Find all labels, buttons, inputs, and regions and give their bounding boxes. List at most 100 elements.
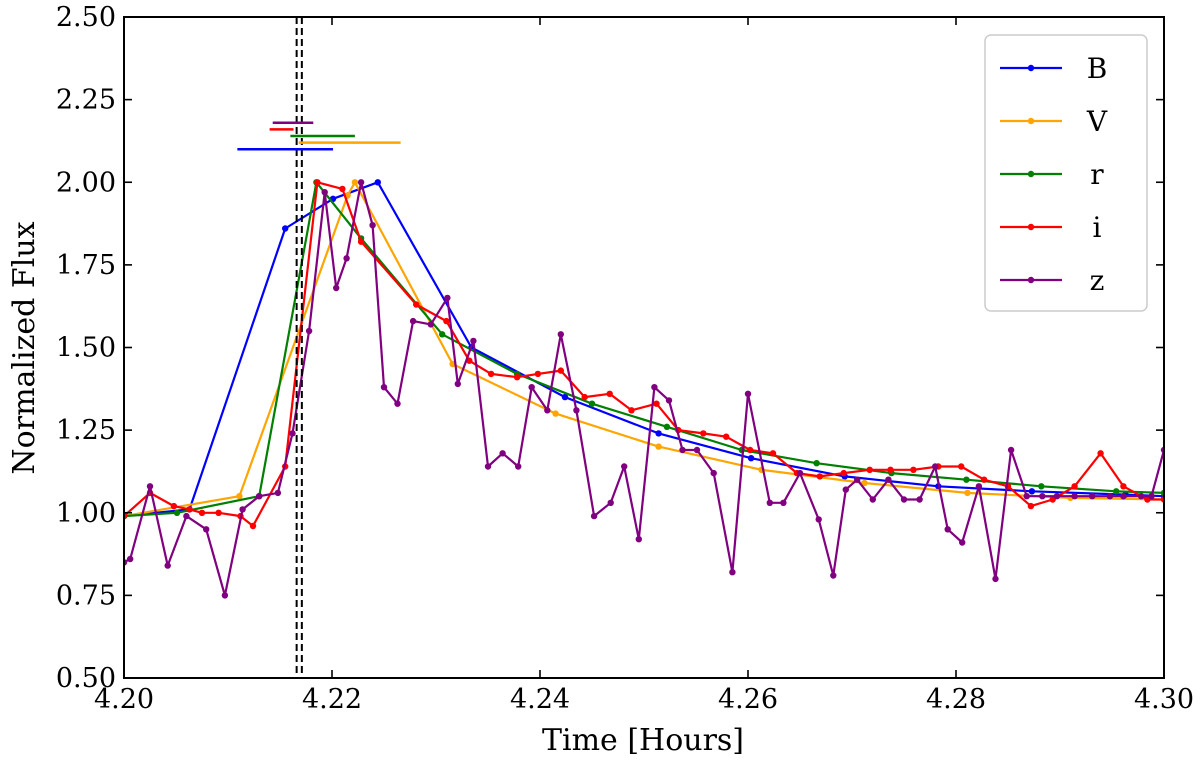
data-point-r — [1113, 488, 1120, 495]
data-point-i — [723, 433, 730, 440]
series-line-V — [124, 181, 1164, 518]
data-point-z — [1148, 493, 1155, 500]
x-tick-label: 4.30 — [1134, 684, 1194, 715]
data-point-V — [351, 179, 359, 186]
data-point-i — [958, 463, 965, 470]
legend-marker-V — [1027, 117, 1035, 125]
data-point-z — [796, 469, 804, 477]
data-point-z — [557, 331, 564, 338]
data-point-z — [590, 512, 598, 520]
data-point-z — [679, 446, 686, 454]
data-point-z — [729, 569, 736, 576]
data-point-z — [1106, 493, 1114, 500]
data-point-r — [963, 476, 970, 483]
data-point-z — [544, 407, 551, 414]
data-point-i — [1097, 450, 1104, 457]
data-point-r — [439, 331, 446, 338]
data-point-z — [1053, 493, 1061, 500]
data-point-i — [487, 370, 495, 378]
data-point-z — [830, 572, 837, 579]
data-point-z — [959, 539, 966, 546]
legend-label-r: r — [1090, 158, 1104, 191]
data-point-i — [1071, 483, 1078, 490]
y-tick-label: 0.50 — [56, 663, 116, 694]
data-point-z — [665, 397, 673, 404]
legend-label-V: V — [1086, 105, 1108, 138]
data-point-i — [840, 469, 847, 477]
data-point-z — [203, 526, 210, 533]
data-point-i — [443, 317, 450, 325]
data-point-V — [861, 479, 868, 487]
data-point-z — [289, 430, 296, 437]
data-point-z — [992, 575, 999, 583]
legend-marker-B — [1027, 64, 1035, 72]
data-point-i — [339, 185, 346, 193]
data-point-i — [816, 473, 823, 480]
data-point-r — [813, 460, 820, 467]
data-point-z — [573, 407, 580, 414]
data-point-i — [653, 400, 660, 407]
data-point-z — [343, 255, 350, 262]
data-point-V — [236, 493, 243, 500]
data-point-i — [314, 179, 321, 186]
data-point-z — [333, 284, 340, 292]
data-point-z — [710, 469, 717, 477]
plot-area — [124, 17, 1164, 678]
data-point-r — [663, 423, 671, 430]
data-point-B — [561, 393, 569, 401]
data-point-r — [588, 400, 596, 407]
y-tick-label: 1.75 — [56, 250, 116, 281]
data-point-z — [1089, 493, 1096, 500]
x-axis-label: Time [Hours] — [542, 723, 744, 758]
data-layer — [124, 17, 1164, 678]
x-tick-label: 4.28 — [926, 684, 986, 715]
data-point-B — [655, 430, 662, 437]
data-point-z — [854, 476, 861, 483]
data-point-z — [975, 483, 983, 490]
data-point-z — [528, 384, 535, 391]
data-point-z — [409, 317, 417, 325]
legend-label-z: z — [1090, 264, 1105, 297]
data-point-i — [769, 450, 777, 457]
data-point-z — [499, 450, 506, 457]
data-point-z — [221, 592, 229, 599]
data-point-i — [198, 509, 206, 516]
data-point-z — [357, 179, 365, 186]
data-point-z — [869, 496, 876, 503]
data-point-i — [513, 374, 521, 381]
data-point-i — [1027, 502, 1035, 510]
data-point-z — [885, 476, 892, 483]
y-tick-label: 1.50 — [56, 333, 116, 364]
data-point-z — [651, 384, 658, 391]
y-tick-label: 2.25 — [56, 85, 116, 116]
data-point-V — [655, 443, 662, 450]
data-point-z — [815, 516, 822, 523]
x-tick-label: 4.26 — [718, 684, 778, 715]
data-point-i — [606, 390, 613, 397]
data-point-i — [980, 476, 988, 483]
legend-label-B: B — [1087, 52, 1108, 85]
data-point-z — [744, 390, 752, 397]
data-point-i — [910, 466, 917, 473]
data-point-z — [321, 189, 328, 196]
data-point-i — [249, 522, 257, 530]
data-point-z — [1007, 446, 1015, 454]
data-point-z — [635, 536, 642, 543]
data-point-i — [866, 466, 873, 473]
legend-box — [984, 34, 1148, 312]
data-point-z — [305, 327, 313, 335]
series-line-r — [124, 181, 1164, 518]
legend-label-i: i — [1093, 211, 1102, 244]
data-point-z — [944, 526, 951, 533]
data-point-i — [628, 407, 635, 414]
data-point-z — [256, 493, 263, 500]
data-point-V — [552, 410, 559, 417]
data-point-z — [444, 294, 451, 302]
data-point-z — [274, 489, 282, 497]
y-tick-label: 2.00 — [56, 167, 116, 198]
data-point-i — [700, 430, 707, 437]
data-point-i — [357, 238, 365, 245]
y-tick-label: 0.75 — [56, 580, 116, 611]
